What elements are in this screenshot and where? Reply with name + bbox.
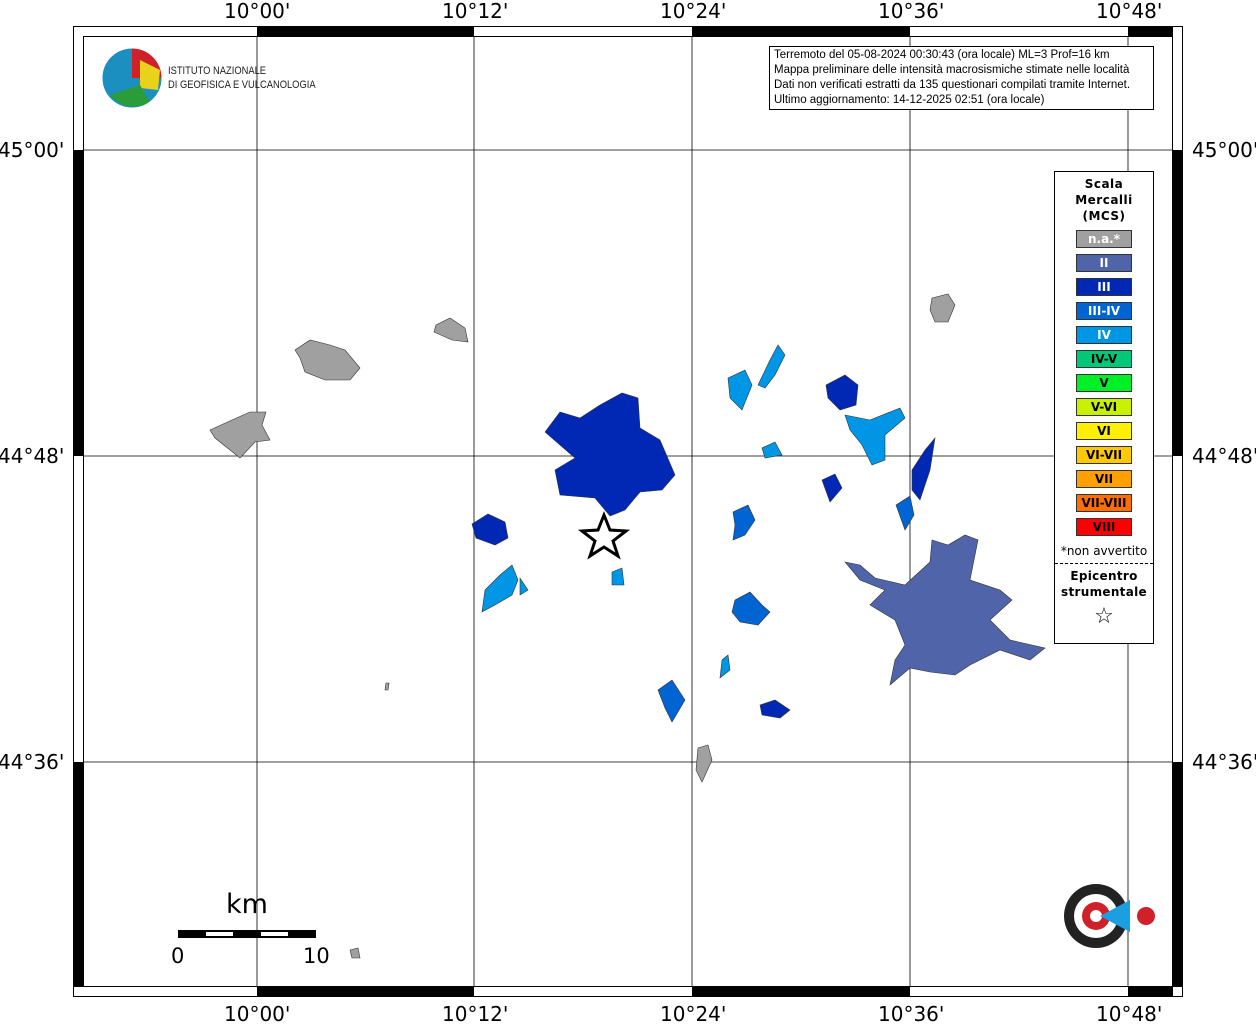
locality-iv: [611, 567, 625, 586]
lon-label-top: 10°48': [1096, 0, 1163, 23]
lat-label-left: 44°48': [0, 444, 65, 468]
locality-iv: [481, 564, 529, 613]
mcs-legend: Scala Mercalli (MCS) n.a.* II III III-IV IV I…: [1054, 171, 1154, 644]
lon-label-bottom: 10°00': [224, 1002, 291, 1026]
locality-na: [384, 682, 390, 691]
lat-label-right: 44°48': [1192, 444, 1256, 468]
event-info-line: Ultimo aggiornamento: 14-12-2025 02:51 (…: [774, 94, 1045, 106]
lon-label-top: 10°12': [442, 0, 509, 23]
lat-label-left: 44°36': [0, 750, 65, 774]
lon-label-top: 10°36': [878, 0, 945, 23]
locality-na: [695, 744, 713, 783]
map-frame: [73, 26, 1183, 997]
locality-iv: [844, 407, 906, 466]
legend-swatch: II: [1076, 254, 1132, 272]
epicentre-star-icon: [577, 510, 631, 560]
locality-iv: [761, 441, 783, 459]
event-info-box: Terremoto del 05-08-2024 00:30:43 (ora l…: [769, 46, 1154, 110]
legend-swatch: VII: [1076, 470, 1132, 488]
event-info-line: Dati non verificati estratti da 135 ques…: [774, 79, 1131, 91]
locality-iii: [825, 374, 859, 411]
legend-swatch: V: [1076, 374, 1132, 392]
ingv-logo-text: ISTITUTO NAZIONALE DI GEOFISICA E VULCAN…: [168, 65, 316, 91]
legend-swatch: IV: [1076, 326, 1132, 344]
legend-swatch: VII-VIII: [1076, 494, 1132, 512]
locality-na: [209, 411, 271, 459]
legend-swatch: III-IV: [1076, 302, 1132, 320]
legend-swatch: VIII: [1076, 518, 1132, 536]
locality-na: [929, 293, 956, 323]
locality-na: [433, 317, 469, 343]
legend-swatch: VI: [1076, 422, 1132, 440]
event-info-line: Mappa preliminare delle intensità macros…: [774, 64, 1130, 76]
locality-iii: [759, 699, 791, 719]
locality-iii-iv: [895, 495, 915, 531]
legend-note: *non avvertito: [1060, 544, 1148, 558]
divider: [1055, 563, 1153, 564]
epicentre-legend-label: Epicentro strumentale: [1061, 569, 1147, 599]
locality-iii: [911, 436, 936, 501]
locality-iii-iv: [657, 679, 686, 723]
locality-iii: [471, 513, 509, 546]
locality-ii: [844, 534, 1046, 686]
lon-label-bottom: 10°12': [442, 1002, 509, 1026]
lon-label-bottom: 10°48': [1096, 1002, 1163, 1026]
locality-iii-iv: [732, 504, 756, 541]
legend-swatch: V-VI: [1076, 398, 1132, 416]
legend-swatch: III: [1076, 278, 1132, 296]
lat-label-right: 45°00': [1192, 138, 1256, 162]
locality-na: [294, 339, 361, 381]
event-info-line: Terremoto del 05-08-2024 00:30:43 (ora l…: [774, 49, 1110, 61]
lat-label-right: 44°36': [1192, 750, 1256, 774]
scale-unit: km: [226, 889, 268, 920]
ingv-logo-icon: [101, 47, 163, 109]
locality-iv: [719, 654, 731, 679]
locality-iii: [821, 473, 843, 503]
legend-swatch: n.a.*: [1076, 230, 1132, 248]
lon-label-top: 10°24': [660, 0, 727, 23]
locality-na: [349, 947, 361, 959]
star-icon: ☆: [1094, 604, 1114, 629]
locality-iii: [544, 392, 676, 517]
locality-iv: [727, 344, 786, 411]
legend-title: Scala Mercalli (MCS): [1075, 177, 1133, 223]
legend-swatch: VI-VII: [1076, 446, 1132, 464]
locality-iii-iv: [731, 591, 771, 626]
haisentito-logo-icon: [1064, 884, 1155, 948]
legend-swatch: IV-V: [1076, 350, 1132, 368]
lon-label-top: 10°00': [224, 0, 291, 23]
scale-bar: [178, 930, 316, 938]
scale-start: 0: [171, 944, 185, 968]
lon-label-bottom: 10°36': [878, 1002, 945, 1026]
lat-label-left: 45°00': [0, 138, 65, 162]
lon-label-bottom: 10°24': [660, 1002, 727, 1026]
scale-end: 10: [303, 944, 330, 968]
